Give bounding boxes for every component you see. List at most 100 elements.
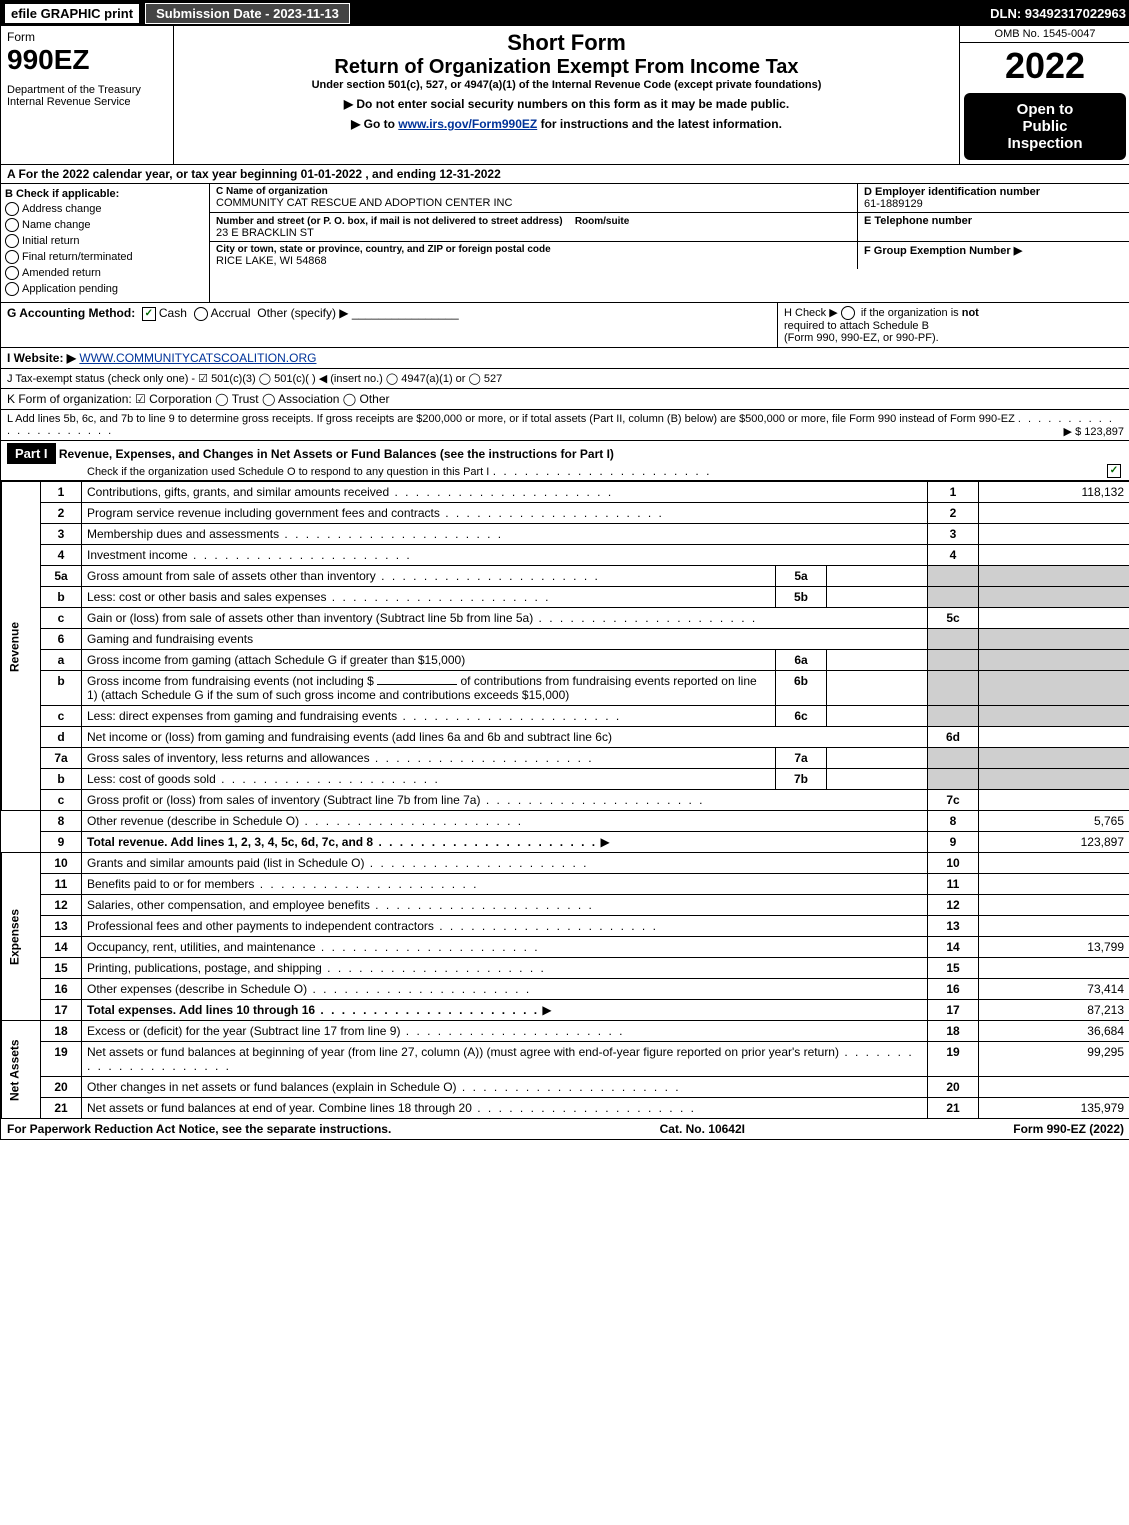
check-amended-return[interactable]: Amended return <box>5 266 205 280</box>
goto-post: for instructions and the latest informat… <box>537 117 782 131</box>
line-7b-greynum <box>928 769 979 790</box>
line-2-desc: Program service revenue including govern… <box>82 503 928 524</box>
ssn-warning: ▶ Do not enter social security numbers o… <box>178 97 955 111</box>
section-gh: G Accounting Method: Cash Accrual Other … <box>1 303 1129 348</box>
line-7b-greyval <box>979 769 1129 790</box>
line-7c-no: c <box>41 790 82 811</box>
group-exemption-cell: F Group Exemption Number ▶ <box>858 242 1129 269</box>
line-18-rnum: 18 <box>928 1021 979 1042</box>
line-4-desc: Investment income <box>82 545 928 566</box>
short-form-title: Short Form <box>178 30 955 56</box>
line-7a-sb: 7a <box>776 748 827 769</box>
line-5c-rnum: 5c <box>928 608 979 629</box>
website-link[interactable]: WWW.COMMUNITYCATSCOALITION.ORG <box>79 351 316 365</box>
city-cell: City or town, state or province, country… <box>210 242 858 269</box>
line-1-desc: Contributions, gifts, grants, and simila… <box>82 482 928 503</box>
h-line1: H Check ▶ <box>784 307 838 319</box>
accrual-checkbox[interactable] <box>194 307 208 321</box>
line-6a-no: a <box>41 650 82 671</box>
line-6b-sb: 6b <box>776 671 827 706</box>
section-b: B Check if applicable: Address change Na… <box>1 184 210 302</box>
cash-checkbox[interactable] <box>142 307 156 321</box>
line-5c-desc: Gain or (loss) from sale of assets other… <box>82 608 928 629</box>
line-21-val: 135,979 <box>979 1098 1129 1119</box>
line-12-no: 12 <box>41 895 82 916</box>
check-address-change[interactable]: Address change <box>5 202 205 216</box>
line-5a-desc: Gross amount from sale of assets other t… <box>82 566 776 587</box>
line-11-no: 11 <box>41 874 82 895</box>
line-4-val <box>979 545 1129 566</box>
line-5b-no: b <box>41 587 82 608</box>
line-8-no: 8 <box>41 811 82 832</box>
line-6b-greynum <box>928 671 979 706</box>
check-initial-return[interactable]: Initial return <box>5 234 205 248</box>
section-cdef: C Name of organization COMMUNITY CAT RES… <box>210 184 1129 302</box>
form-container: efile GRAPHIC print Submission Date - 20… <box>0 0 1129 1140</box>
line-7a-sv <box>827 748 928 769</box>
part1-schedule-o-checkbox[interactable] <box>1107 464 1121 478</box>
check-application-pending[interactable]: Application pending <box>5 282 205 296</box>
check-final-return[interactable]: Final return/terminated <box>5 250 205 264</box>
line-5a-sb: 5a <box>776 566 827 587</box>
line-7b-desc: Less: cost of goods sold <box>82 769 776 790</box>
line-6a-sb: 6a <box>776 650 827 671</box>
line-18-val: 36,684 <box>979 1021 1129 1042</box>
check-name-change[interactable]: Name change <box>5 218 205 232</box>
line-12-desc: Salaries, other compensation, and employ… <box>82 895 928 916</box>
open-line3: Inspection <box>968 135 1122 152</box>
street-value: 23 E BRACKLIN ST <box>216 227 851 239</box>
form-word: Form <box>7 30 167 44</box>
line-20-no: 20 <box>41 1077 82 1098</box>
line-10-no: 10 <box>41 853 82 874</box>
line-9-desc: Total revenue. Add lines 1, 2, 3, 4, 5c,… <box>82 832 928 853</box>
line-4-rnum: 4 <box>928 545 979 566</box>
line-5a-greyval <box>979 566 1129 587</box>
footer-right: Form 990-EZ (2022) <box>1013 1122 1124 1136</box>
submission-date: Submission Date - 2023-11-13 <box>145 3 350 24</box>
h-checkbox[interactable] <box>841 306 855 320</box>
line-6c-no: c <box>41 706 82 727</box>
section-g: G Accounting Method: Cash Accrual Other … <box>1 303 778 347</box>
header-left: Form 990EZ Department of the Treasury In… <box>1 26 174 164</box>
line-6d-rnum: 6d <box>928 727 979 748</box>
line-6-greynum <box>928 629 979 650</box>
line-17-rnum: 17 <box>928 1000 979 1021</box>
section-i: I Website: ▶ WWW.COMMUNITYCATSCOALITION.… <box>1 348 1129 369</box>
line-19-val: 99,295 <box>979 1042 1129 1077</box>
phone-cell: E Telephone number <box>858 213 1129 241</box>
line-6a-greyval <box>979 650 1129 671</box>
line-1-no: 1 <box>41 482 82 503</box>
city-label: City or town, state or province, country… <box>216 244 851 255</box>
line-14-desc: Occupancy, rent, utilities, and maintena… <box>82 937 928 958</box>
part1-label: Part I <box>7 443 56 464</box>
line-6b-greyval <box>979 671 1129 706</box>
section-k: K Form of organization: ☑ Corporation ◯ … <box>1 389 1129 410</box>
line-6d-desc: Net income or (loss) from gaming and fun… <box>82 727 928 748</box>
open-line1: Open to <box>968 101 1122 118</box>
line-20-rnum: 20 <box>928 1077 979 1098</box>
irs-link[interactable]: www.irs.gov/Form990EZ <box>398 117 537 131</box>
line-14-rnum: 14 <box>928 937 979 958</box>
line-8-val: 5,765 <box>979 811 1129 832</box>
line-19-rnum: 19 <box>928 1042 979 1077</box>
line-17-desc: Total expenses. Add lines 10 through 16 … <box>82 1000 928 1021</box>
section-h: H Check ▶ if the organization is not req… <box>778 303 1129 347</box>
accounting-label: G Accounting Method: <box>7 306 135 320</box>
section-j: J Tax-exempt status (check only one) - ☑… <box>1 369 1129 389</box>
line-1-rnum: 1 <box>928 482 979 503</box>
line-14-val: 13,799 <box>979 937 1129 958</box>
line-21-rnum: 21 <box>928 1098 979 1119</box>
line-14-no: 14 <box>41 937 82 958</box>
line-5b-desc: Less: cost or other basis and sales expe… <box>82 587 776 608</box>
line-6b-sv <box>827 671 928 706</box>
line-12-val <box>979 895 1129 916</box>
line-6c-sv <box>827 706 928 727</box>
line-2-val <box>979 503 1129 524</box>
line-7c-desc: Gross profit or (loss) from sales of inv… <box>82 790 928 811</box>
line-13-rnum: 13 <box>928 916 979 937</box>
org-name-cell: C Name of organization COMMUNITY CAT RES… <box>210 184 858 212</box>
line-3-no: 3 <box>41 524 82 545</box>
h-line3: (Form 990, 990-EZ, or 990-PF). <box>784 332 939 344</box>
line-11-val <box>979 874 1129 895</box>
line-15-val <box>979 958 1129 979</box>
